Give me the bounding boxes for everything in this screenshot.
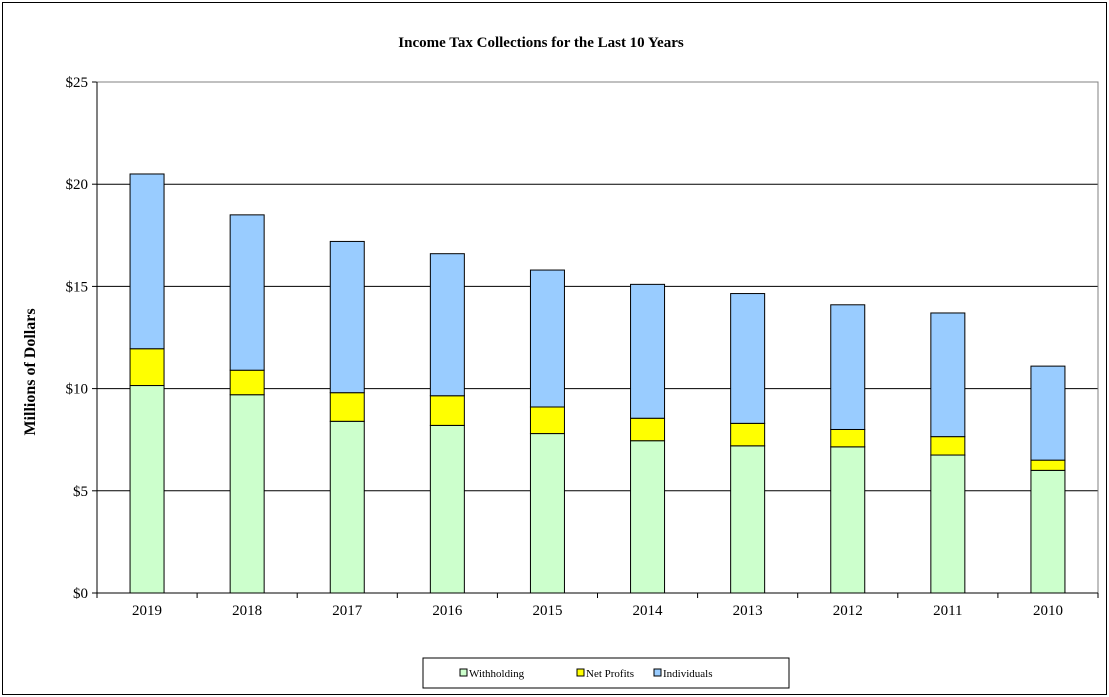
bar-net-profits-2011 — [930, 436, 966, 456]
bar-net-profits-2019 — [129, 348, 165, 387]
bar-net-profits-2014 — [630, 417, 666, 442]
bar-net-profits-2012 — [830, 428, 866, 448]
x-tick-label: 2011 — [933, 603, 962, 619]
legend-label-withholding: Withholding — [469, 668, 525, 680]
y-tick-label: $0 — [73, 586, 88, 602]
bar-individuals-2016 — [429, 253, 465, 397]
bar-net-profits-2016 — [429, 395, 465, 426]
legend-box — [422, 657, 790, 689]
legend-label-individuals: Individuals — [663, 668, 713, 680]
bar-individuals-2017 — [329, 240, 365, 394]
bar-net-profits-2010 — [1030, 459, 1066, 471]
bar-individuals-2019 — [129, 173, 165, 350]
bar-withholding-2015 — [529, 433, 565, 594]
x-tick-label: 2015 — [532, 603, 562, 619]
legend-swatch-withholding — [459, 668, 468, 677]
bar-withholding-2019 — [129, 385, 165, 594]
legend-label-net-profits: Net Profits — [586, 668, 634, 680]
bar-net-profits-2013 — [730, 422, 766, 447]
bar-withholding-2013 — [730, 445, 766, 594]
x-tick-label: 2013 — [733, 603, 763, 619]
bar-withholding-2017 — [329, 420, 365, 594]
bar-net-profits-2015 — [529, 406, 565, 435]
bar-individuals-2012 — [830, 304, 866, 430]
bar-individuals-2010 — [1030, 365, 1066, 461]
y-axis-label: Millions of Dollars — [22, 308, 39, 435]
bar-withholding-2016 — [429, 424, 465, 594]
bar-individuals-2015 — [529, 269, 565, 408]
x-tick-label: 2014 — [633, 603, 664, 619]
y-tick-label: $10 — [66, 382, 89, 398]
y-tick-label: $5 — [73, 484, 88, 500]
bar-withholding-2018 — [229, 394, 265, 594]
bar-withholding-2011 — [930, 454, 966, 594]
bar-withholding-2014 — [630, 440, 666, 594]
x-tick-label: 2012 — [833, 603, 863, 619]
x-tick-label: 2018 — [232, 603, 262, 619]
chart-title: Income Tax Collections for the Last 10 Y… — [398, 35, 684, 51]
axes: $0 $5 $10 $15 $20 $25 2019 2018 2017 2016 2015 2014… — [66, 75, 1099, 619]
bar-individuals-2018 — [229, 214, 265, 371]
y-tick-label: $20 — [66, 177, 89, 193]
legend-swatch-individuals — [653, 668, 662, 677]
bar-net-profits-2017 — [329, 392, 365, 422]
y-tick-label: $25 — [66, 75, 89, 91]
bar-individuals-2014 — [630, 283, 666, 419]
legend-swatch-net-profits — [576, 668, 585, 677]
y-tick-label: $15 — [66, 279, 89, 295]
bar-individuals-2011 — [930, 312, 966, 438]
bar-withholding-2010 — [1030, 469, 1066, 594]
bar-net-profits-2018 — [229, 369, 265, 396]
x-tick-label: 2010 — [1033, 603, 1063, 619]
x-tick-label: 2019 — [132, 603, 162, 619]
bar-withholding-2012 — [830, 446, 866, 594]
legend: Withholding Net Profits Individuals — [422, 657, 790, 689]
x-tick-label: 2016 — [432, 603, 463, 619]
x-tick-label: 2017 — [332, 603, 363, 619]
bar-individuals-2013 — [730, 293, 766, 424]
bars — [129, 173, 1066, 594]
